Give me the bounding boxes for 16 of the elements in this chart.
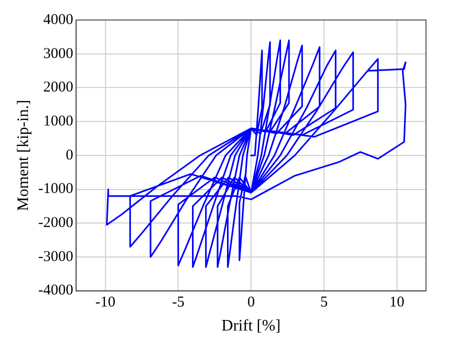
- y-tick-label: 1000: [43, 113, 74, 130]
- x-tick-label: -5: [172, 294, 184, 311]
- x-tick-label: 5: [320, 294, 328, 311]
- y-tick-label: -1000: [38, 181, 74, 198]
- y-tick-label: 3000: [43, 46, 74, 62]
- y-axis-title: Moment [kip-in.]: [14, 100, 32, 211]
- x-tick-label: 0: [247, 294, 255, 311]
- y-tick-label: -2000: [38, 215, 74, 232]
- x-tick-label: -10: [95, 294, 116, 311]
- y-tick-label: 4000: [43, 12, 74, 28]
- y-tick-label: 2000: [43, 80, 74, 96]
- x-tick-label: 10: [389, 294, 404, 311]
- y-tick-label: 0: [66, 147, 74, 164]
- y-tick-label: -3000: [38, 248, 74, 265]
- x-axis-title: Drift [%]: [222, 318, 281, 335]
- y-tick-label: -4000: [38, 282, 74, 299]
